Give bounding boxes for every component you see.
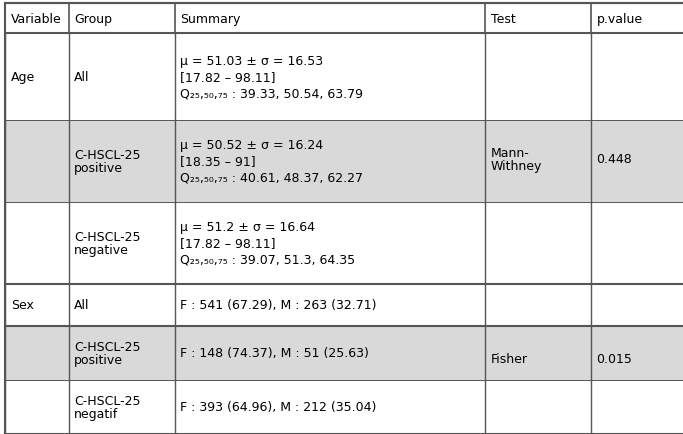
Text: μ = 51.03 ± σ = 16.53: μ = 51.03 ± σ = 16.53 [180,55,323,68]
Bar [5,202,683,284]
Text: Mann-: Mann- [490,146,529,159]
Text: Age: Age [11,71,36,84]
Text: F : 541 (67.29), M : 263 (32.71): F : 541 (67.29), M : 263 (32.71) [180,299,376,312]
Text: μ = 51.2 ± σ = 16.64: μ = 51.2 ± σ = 16.64 [180,220,315,233]
Text: C-HSCL-25: C-HSCL-25 [74,148,141,161]
Text: Fisher: Fisher [490,352,528,365]
Text: Group: Group [74,13,112,26]
Text: C-HSCL-25: C-HSCL-25 [74,394,141,407]
Bar [5,4,683,34]
Text: Summary: Summary [180,13,240,26]
Bar [5,284,683,326]
Text: Variable: Variable [11,13,61,26]
Text: negatif: negatif [74,407,118,420]
Text: Sex: Sex [11,299,33,312]
Text: μ = 50.52 ± σ = 16.24: μ = 50.52 ± σ = 16.24 [180,139,323,151]
Text: C-HSCL-25: C-HSCL-25 [74,230,141,243]
Text: positive: positive [74,353,123,366]
Text: All: All [74,299,89,312]
Bar [5,34,683,120]
Bar [5,380,683,434]
Bar [5,326,683,380]
Text: [17.82 – 98.11]: [17.82 – 98.11] [180,71,275,84]
Text: F : 393 (64.96), M : 212 (35.04): F : 393 (64.96), M : 212 (35.04) [180,401,376,414]
Text: 0.448: 0.448 [597,153,632,166]
Text: C-HSCL-25: C-HSCL-25 [74,340,141,353]
Text: Q₂₅,₅₀,₇₅ : 39.07, 51.3, 64.35: Q₂₅,₅₀,₇₅ : 39.07, 51.3, 64.35 [180,253,355,266]
Text: Withney: Withney [490,159,542,172]
Bar [5,120,683,202]
Text: All: All [74,71,89,84]
Text: p.value: p.value [597,13,643,26]
Text: [18.35 – 91]: [18.35 – 91] [180,155,255,168]
Text: Test: Test [490,13,516,26]
Text: positive: positive [74,161,123,174]
Text: Q₂₅,₅₀,₇₅ : 39.33, 50.54, 63.79: Q₂₅,₅₀,₇₅ : 39.33, 50.54, 63.79 [180,87,363,100]
Text: negative: negative [74,243,129,256]
Text: [17.82 – 98.11]: [17.82 – 98.11] [180,237,275,250]
Text: F : 148 (74.37), M : 51 (25.63): F : 148 (74.37), M : 51 (25.63) [180,347,369,359]
Text: Q₂₅,₅₀,₇₅ : 40.61, 48.37, 62.27: Q₂₅,₅₀,₇₅ : 40.61, 48.37, 62.27 [180,171,363,184]
Text: 0.015: 0.015 [597,352,632,365]
